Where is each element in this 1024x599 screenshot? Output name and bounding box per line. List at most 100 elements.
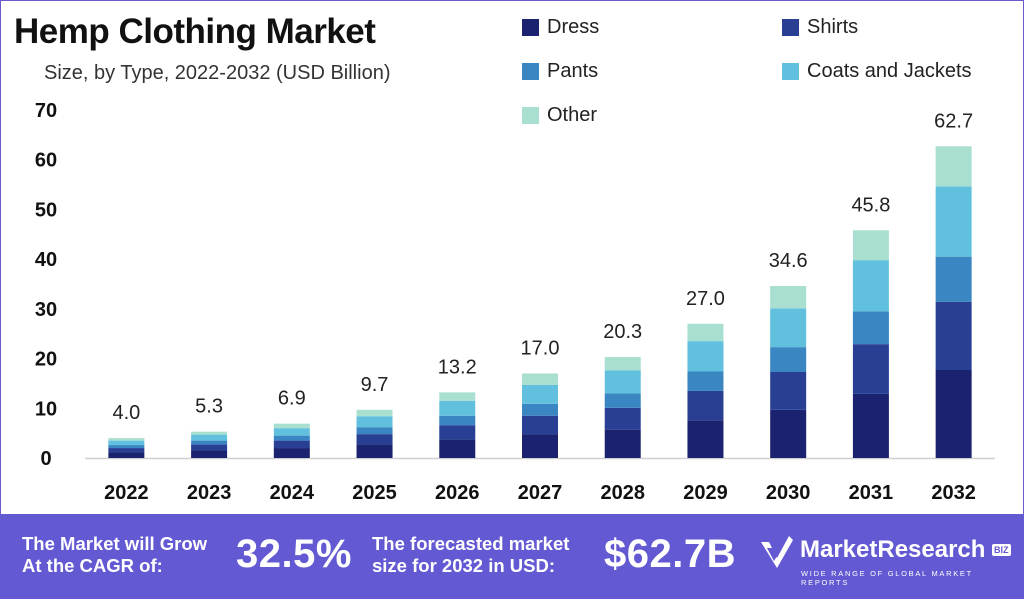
x-tick-label: 2027	[518, 482, 563, 504]
chart-plot: 0102030405060704.020225.320236.920249.72…	[35, 100, 995, 504]
bar-segment-other	[935, 146, 972, 187]
bar-segment-shirts	[356, 434, 393, 445]
bar-segment-pants	[935, 256, 972, 302]
bar-segment-dress	[273, 448, 310, 458]
bar-segment-other	[108, 438, 145, 441]
x-tick-label: 2031	[849, 482, 894, 504]
bar-segment-other	[770, 285, 807, 309]
bar-segment-pants	[852, 311, 889, 345]
y-tick-label: 30	[35, 299, 57, 321]
cagr-caption: The Market will Grow At the CAGR of:	[22, 533, 207, 577]
data-label-total: 17.0	[521, 337, 560, 359]
bar-segment-pants	[687, 371, 724, 391]
chart-title: Hemp Clothing Market	[14, 12, 376, 51]
bar-segment-shirts	[770, 371, 807, 410]
data-label-total: 62.7	[934, 110, 973, 132]
y-tick-label: 20	[35, 349, 57, 371]
x-tick-label: 2023	[187, 482, 232, 504]
bar-segment-pants	[604, 393, 641, 408]
bar-segment-dress	[935, 370, 972, 458]
bar-segment-pants	[770, 347, 807, 372]
bar-segment-pants	[108, 445, 145, 449]
data-label-total: 45.8	[851, 194, 890, 216]
x-tick-label: 2030	[766, 482, 811, 504]
data-label-total: 4.0	[112, 402, 140, 424]
data-label-total: 5.3	[195, 396, 223, 418]
data-label-total: 20.3	[603, 321, 642, 343]
bar-segment-pants	[439, 415, 476, 426]
bar-segment-other	[273, 423, 310, 429]
x-tick-label: 2029	[683, 482, 728, 504]
bar-segment-shirts	[852, 344, 889, 394]
bar-segment-coats-and-jackets	[852, 260, 889, 312]
y-tick-label: 60	[35, 150, 57, 172]
cagr-caption-line2: At the CAGR of:	[22, 555, 163, 576]
x-tick-label: 2032	[931, 482, 976, 504]
bar-segment-coats-and-jackets	[356, 416, 393, 428]
bar-segment-pants	[273, 435, 310, 441]
bar-segment-other	[852, 230, 889, 261]
data-label-total: 13.2	[438, 356, 477, 378]
x-tick-label: 2025	[352, 482, 397, 504]
bar-segment-other	[522, 373, 558, 385]
bar-segment-other	[439, 392, 476, 401]
x-tick-label: 2022	[104, 482, 149, 504]
x-tick-label: 2028	[600, 482, 645, 504]
bar-segment-coats-and-jackets	[935, 186, 972, 257]
bar-segment-coats-and-jackets	[770, 308, 807, 348]
chart-subtitle: Size, by Type, 2022-2032 (USD Billion)	[44, 62, 391, 84]
bar-segment-shirts	[935, 301, 972, 371]
bar-segment-coats-and-jackets	[522, 384, 558, 404]
bar-segment-other	[687, 323, 724, 342]
bar-segment-pants	[356, 427, 393, 435]
marketresearch-logo-icon	[761, 536, 793, 568]
forecast-caption: The forecasted market size for 2032 in U…	[372, 533, 569, 577]
bar-segment-shirts	[439, 425, 476, 440]
bar-segment-shirts	[191, 444, 228, 451]
y-tick-label: 50	[35, 199, 57, 221]
bar-segment-dress	[852, 393, 889, 458]
bar-segment-dress	[687, 420, 724, 458]
bar-segment-coats-and-jackets	[191, 434, 228, 441]
summary-banner: The Market will Grow At the CAGR of: 32.…	[0, 514, 1024, 599]
data-label-total: 6.9	[278, 388, 306, 410]
bar-segment-dress	[770, 409, 807, 458]
bar-segment-dress	[604, 429, 641, 458]
bar-segment-dress	[108, 452, 145, 458]
bar-segment-shirts	[687, 390, 724, 421]
bar-segment-coats-and-jackets	[273, 428, 310, 436]
bar-segment-coats-and-jackets	[439, 400, 476, 416]
bar-segment-dress	[191, 450, 228, 458]
y-tick-label: 0	[40, 448, 51, 470]
forecast-caption-line2: size for 2032 in USD:	[372, 555, 556, 576]
bar-segment-coats-and-jackets	[687, 341, 724, 372]
cagr-value: 32.5%	[236, 532, 352, 576]
bar-segment-coats-and-jackets	[604, 370, 641, 394]
logo-badge: BIZ	[992, 544, 1011, 556]
bar-segment-shirts	[108, 448, 145, 453]
forecast-caption-line1: The forecasted market	[372, 533, 570, 554]
bar-segment-other	[356, 409, 393, 417]
x-tick-label: 2024	[270, 482, 315, 504]
y-tick-label: 40	[35, 249, 57, 271]
logo-tagline: WIDE RANGE OF GLOBAL MARKET REPORTS	[801, 569, 973, 587]
y-tick-label: 70	[35, 100, 57, 122]
data-label-total: 9.7	[361, 374, 389, 396]
bar-segment-other	[604, 357, 641, 371]
data-label-total: 34.6	[769, 250, 808, 272]
bar-segment-shirts	[273, 440, 310, 449]
bar-segment-other	[191, 431, 228, 435]
bar-segment-dress	[356, 444, 393, 458]
bar-segment-dress	[522, 434, 558, 458]
logo-text: MarketResearch	[800, 536, 986, 563]
bar-segment-pants	[191, 440, 228, 445]
bar-segment-shirts	[604, 407, 641, 430]
cagr-caption-line1: The Market will Grow	[22, 533, 208, 554]
bar-segment-shirts	[522, 415, 558, 435]
forecast-value: $62.7B	[604, 532, 736, 576]
x-tick-label: 2026	[435, 482, 480, 504]
bar-segment-coats-and-jackets	[108, 440, 145, 446]
y-tick-label: 10	[35, 398, 57, 420]
bar-segment-dress	[439, 439, 476, 458]
data-label-total: 27.0	[686, 288, 725, 310]
